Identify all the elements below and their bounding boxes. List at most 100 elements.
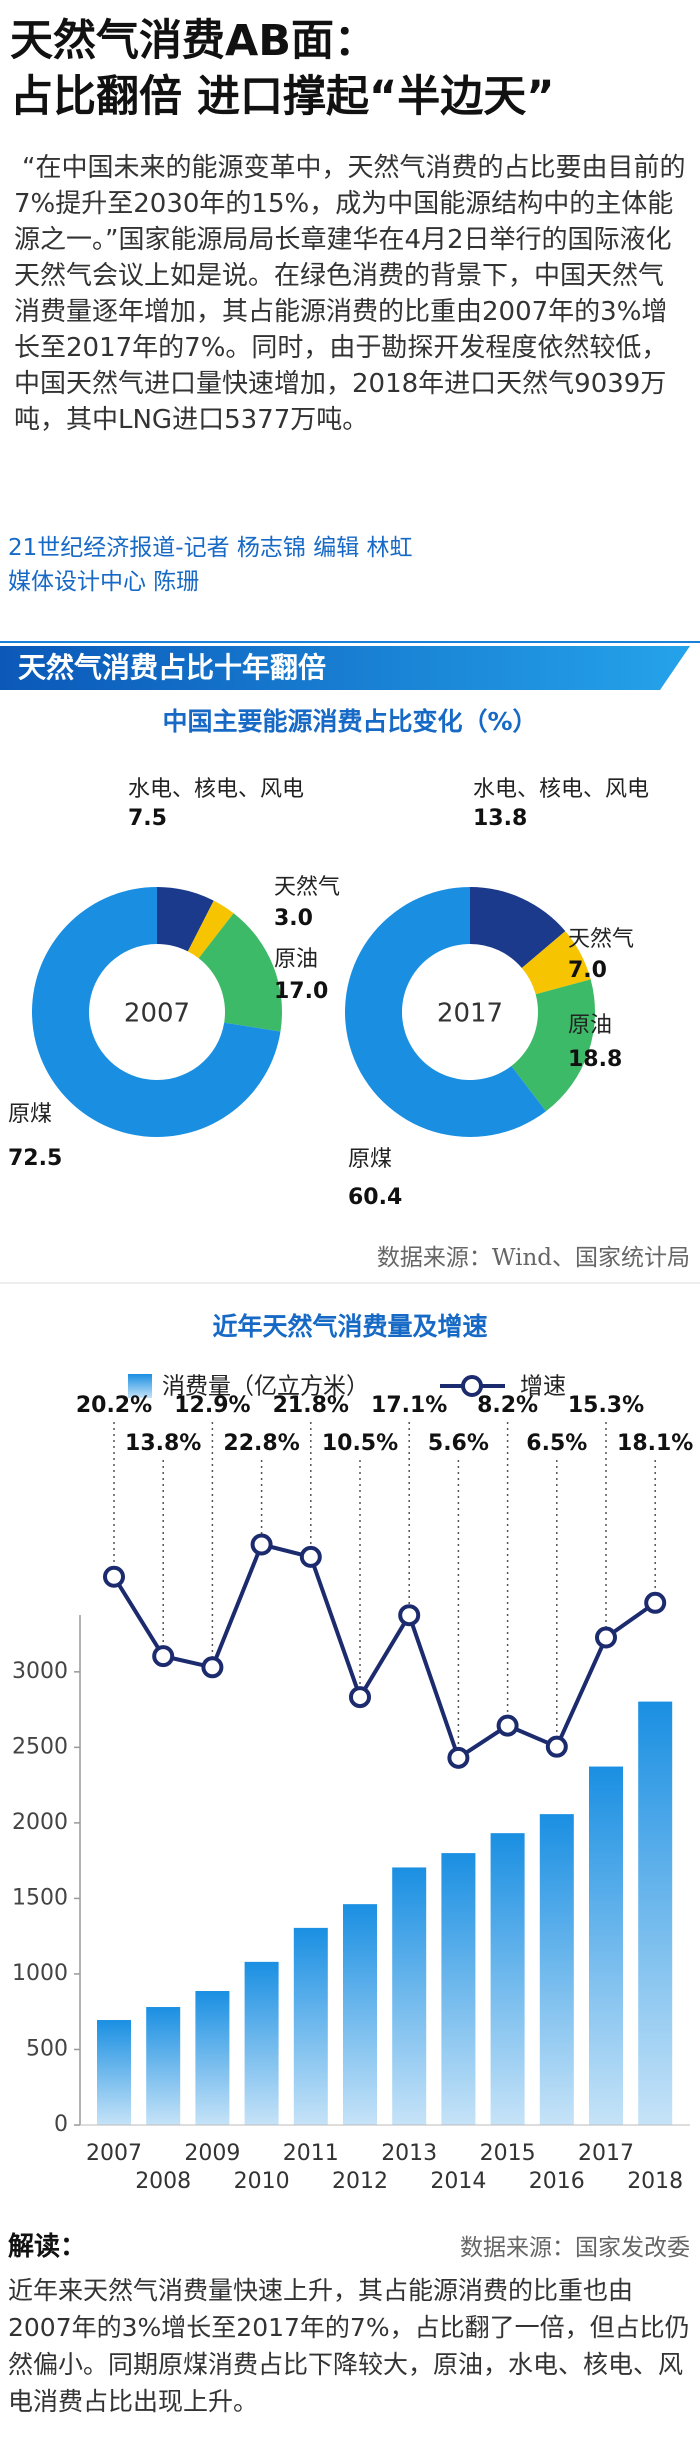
y-tick-label: 3000 [12,1659,68,1684]
bar [392,1867,427,2125]
slice-value: 7.0 [568,958,607,983]
data-label: 22.8% [223,1431,299,1456]
data-label: 12.9% [174,1393,250,1418]
x-tick-label: 2009 [184,2141,240,2166]
slice-label: 原油 [274,947,318,972]
bar [293,1927,328,2125]
growth-point [595,1626,617,1649]
pie-slice [157,887,214,952]
growth-line [112,1542,657,1760]
x-tick-label: 2013 [381,2141,437,2166]
source: 数据来源：Wind、国家统计局 [376,1245,690,1271]
data-label: 17.1% [371,1393,447,1418]
growth-point [201,1656,224,1679]
y-tick-label: 500 [26,2036,68,2061]
slice-value: 13.8 [473,806,527,831]
x-tick-label: 2018 [627,2169,683,2194]
data-label: 21.8% [273,1393,349,1418]
pie-slice [511,979,595,1112]
source: 数据来源：国家发改委 [460,2235,690,2261]
bar [343,1904,377,2125]
pie-slice [470,887,566,968]
pie-slice [198,913,282,1032]
y-tick-label: 2500 [12,1734,68,1759]
growth-point [545,1735,568,1758]
growth-point [299,1545,322,1568]
bar [195,1991,230,2125]
slice-label: 水电、核电、风电 [128,777,304,802]
section-title: 天然气消费占比十年翻倍 [18,651,326,684]
chart-title: 近年天然气消费量及增速 [212,1312,487,1341]
y-tick-label: 1500 [12,1885,68,1910]
center-label: 2017 [437,999,503,1029]
center-label: 2007 [124,999,190,1029]
byline: 媒体设计中心 陈珊 [8,569,200,595]
x-tick-label: 2012 [332,2169,388,2194]
slice-label: 水电、核电、风电 [473,777,649,802]
y-tick-label: 2000 [12,1810,68,1835]
growth-point [496,1714,519,1737]
slice-value: 3.0 [274,906,313,931]
x-tick-label: 2015 [480,2141,536,2166]
growth-point [349,1686,371,1709]
x-tick-label: 2014 [430,2169,486,2194]
slice-label: 原煤 [348,1147,392,1172]
slice-value: 17.0 [274,979,328,1004]
data-label: 10.5% [322,1431,398,1456]
bar [244,1961,279,2125]
x-tick-label: 2016 [529,2169,585,2194]
byline: 21世纪经济报道-记者 杨志锦 编辑 林虹 [8,535,413,561]
growth-point [250,1533,273,1556]
slice-label: 天然气 [568,927,634,952]
data-label: 18.1% [617,1431,693,1456]
bar [638,1701,673,2125]
data-label: 15.3% [568,1393,644,1418]
bar [441,1853,476,2125]
y-tick-label: 0 [54,2112,68,2137]
slice-value: 7.5 [128,806,167,831]
pie-slice [521,931,591,995]
commentary-label: 解读： [8,2232,87,2262]
slice-value: 72.5 [8,1146,62,1171]
intro: “在中国未来的能源变革中，天然气消费的占比要由目前的7%提升至2030年的15%… [14,153,686,435]
legend-label: 增速 [520,1374,566,1400]
growth-point [398,1604,421,1627]
bar [146,2007,181,2125]
slice-value: 18.8 [568,1047,622,1072]
data-label: 8.2% [477,1393,538,1418]
bar [97,2020,131,2125]
pie-slice [345,887,546,1137]
pie-slice [187,900,234,959]
growth-point [103,1565,125,1588]
x-tick-label: 2008 [135,2169,191,2194]
slice-value: 60.4 [348,1185,402,1210]
slice-label: 原煤 [8,1102,52,1127]
data-label: 20.2% [76,1393,152,1418]
growth-point [152,1645,175,1668]
legend-swatch [128,1374,152,1398]
data-label: 5.6% [428,1431,489,1456]
bar [490,1833,525,2125]
x-tick-label: 2017 [578,2141,634,2166]
data-label: 13.8% [125,1431,201,1456]
bar [589,1766,623,2125]
title-line: 占比翻倍 进口撑起“半边天” [10,72,555,122]
legend-marker [461,1375,483,1397]
slice-label: 原油 [568,1013,612,1038]
pie-slice [31,887,281,1137]
bar [539,1814,574,2125]
data-label: 6.5% [526,1431,587,1456]
commentary: 近年来天然气消费量快速上升，其占能源消费的比重也由2007年的3%增长至2017… [8,2276,690,2416]
title-line: 天然气消费AB面： [10,16,378,66]
x-tick-label: 2010 [234,2169,290,2194]
growth-point [447,1746,470,1769]
slice-label: 天然气 [274,875,340,900]
x-tick-label: 2011 [283,2141,339,2166]
y-tick-label: 1000 [12,1961,68,1986]
chart-title: 中国主要能源消费占比变化（%） [162,707,537,736]
section-band [0,646,690,690]
x-tick-label: 2007 [86,2141,142,2166]
legend-label: 消费量（亿立方米） [162,1374,369,1400]
